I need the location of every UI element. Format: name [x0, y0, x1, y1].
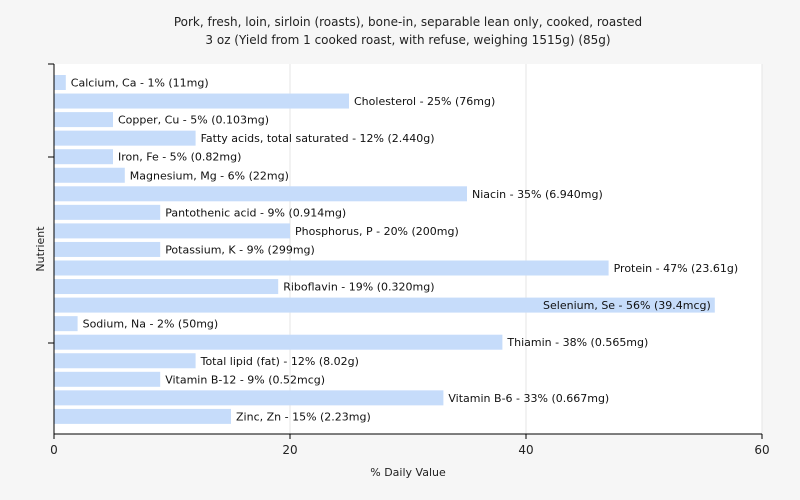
bar [54, 408, 231, 424]
x-tick-label: 40 [518, 443, 533, 457]
bar-label: Sodium, Na - 2% (50mg) [83, 318, 219, 331]
axes: 0 20 40 60 [48, 63, 770, 457]
x-tick-label: 20 [282, 443, 297, 457]
grid [289, 64, 763, 434]
bar [54, 241, 161, 257]
bar [54, 149, 113, 165]
bar-label: Potassium, K - 9% (299mg) [165, 243, 315, 256]
bar-label: Vitamin B-12 - 9% (0.52mcg) [165, 373, 325, 386]
bar-label: Pantothenic acid - 9% (0.914mg) [165, 206, 346, 219]
x-axis-label: % Daily Value [370, 466, 446, 479]
bar [54, 390, 444, 406]
bar-label: Cholesterol - 25% (76mg) [354, 95, 495, 108]
bar-label: Protein - 47% (23.61g) [614, 262, 739, 275]
x-tick-label: 0 [50, 443, 58, 457]
bar [54, 316, 78, 332]
bar-label: Zinc, Zn - 15% (2.23mg) [236, 410, 371, 423]
chart-title: Pork, fresh, loin, sirloin (roasts), bon… [174, 15, 642, 29]
bar [54, 75, 66, 90]
bar-label: Iron, Fe - 5% (0.82mg) [118, 151, 241, 164]
bar-label: Selenium, Se - 56% (39.4mcg) [543, 299, 711, 312]
bar [54, 130, 196, 146]
bar [54, 353, 196, 369]
bar-label: Vitamin B-6 - 33% (0.667mg) [448, 392, 609, 405]
bar-label: Phosphorus, P - 20% (200mg) [295, 225, 459, 238]
bar [54, 371, 161, 387]
bar [54, 223, 290, 239]
chart-subtitle: 3 oz (Yield from 1 cooked roast, with re… [205, 33, 610, 47]
x-tick-label: 60 [754, 443, 769, 457]
bar [54, 334, 503, 350]
plot-area [54, 64, 762, 434]
bar-label: Calcium, Ca - 1% (11mg) [71, 77, 209, 90]
bar [54, 186, 467, 202]
bar [54, 93, 349, 109]
bar [54, 167, 125, 183]
bar-label: Total lipid (fat) - 12% (8.02g) [200, 355, 359, 368]
bar [54, 279, 279, 295]
bar [54, 260, 609, 276]
bar-label: Thiamin - 38% (0.565mg) [506, 336, 648, 349]
y-axis-label: Nutrient [34, 226, 47, 272]
bar-label: Copper, Cu - 5% (0.103mg) [118, 114, 269, 127]
bars: Calcium, Ca - 1% (11mg) Cholesterol - 25%… [54, 75, 738, 424]
bar [54, 297, 715, 313]
bar-label: Riboflavin - 19% (0.320mg) [283, 281, 434, 294]
bar [54, 112, 113, 128]
bar [54, 204, 161, 220]
bar-label: Magnesium, Mg - 6% (22mg) [130, 169, 289, 182]
bar-label: Fatty acids, total saturated - 12% (2.44… [201, 132, 435, 145]
bar-label: Niacin - 35% (6.940mg) [472, 188, 603, 201]
